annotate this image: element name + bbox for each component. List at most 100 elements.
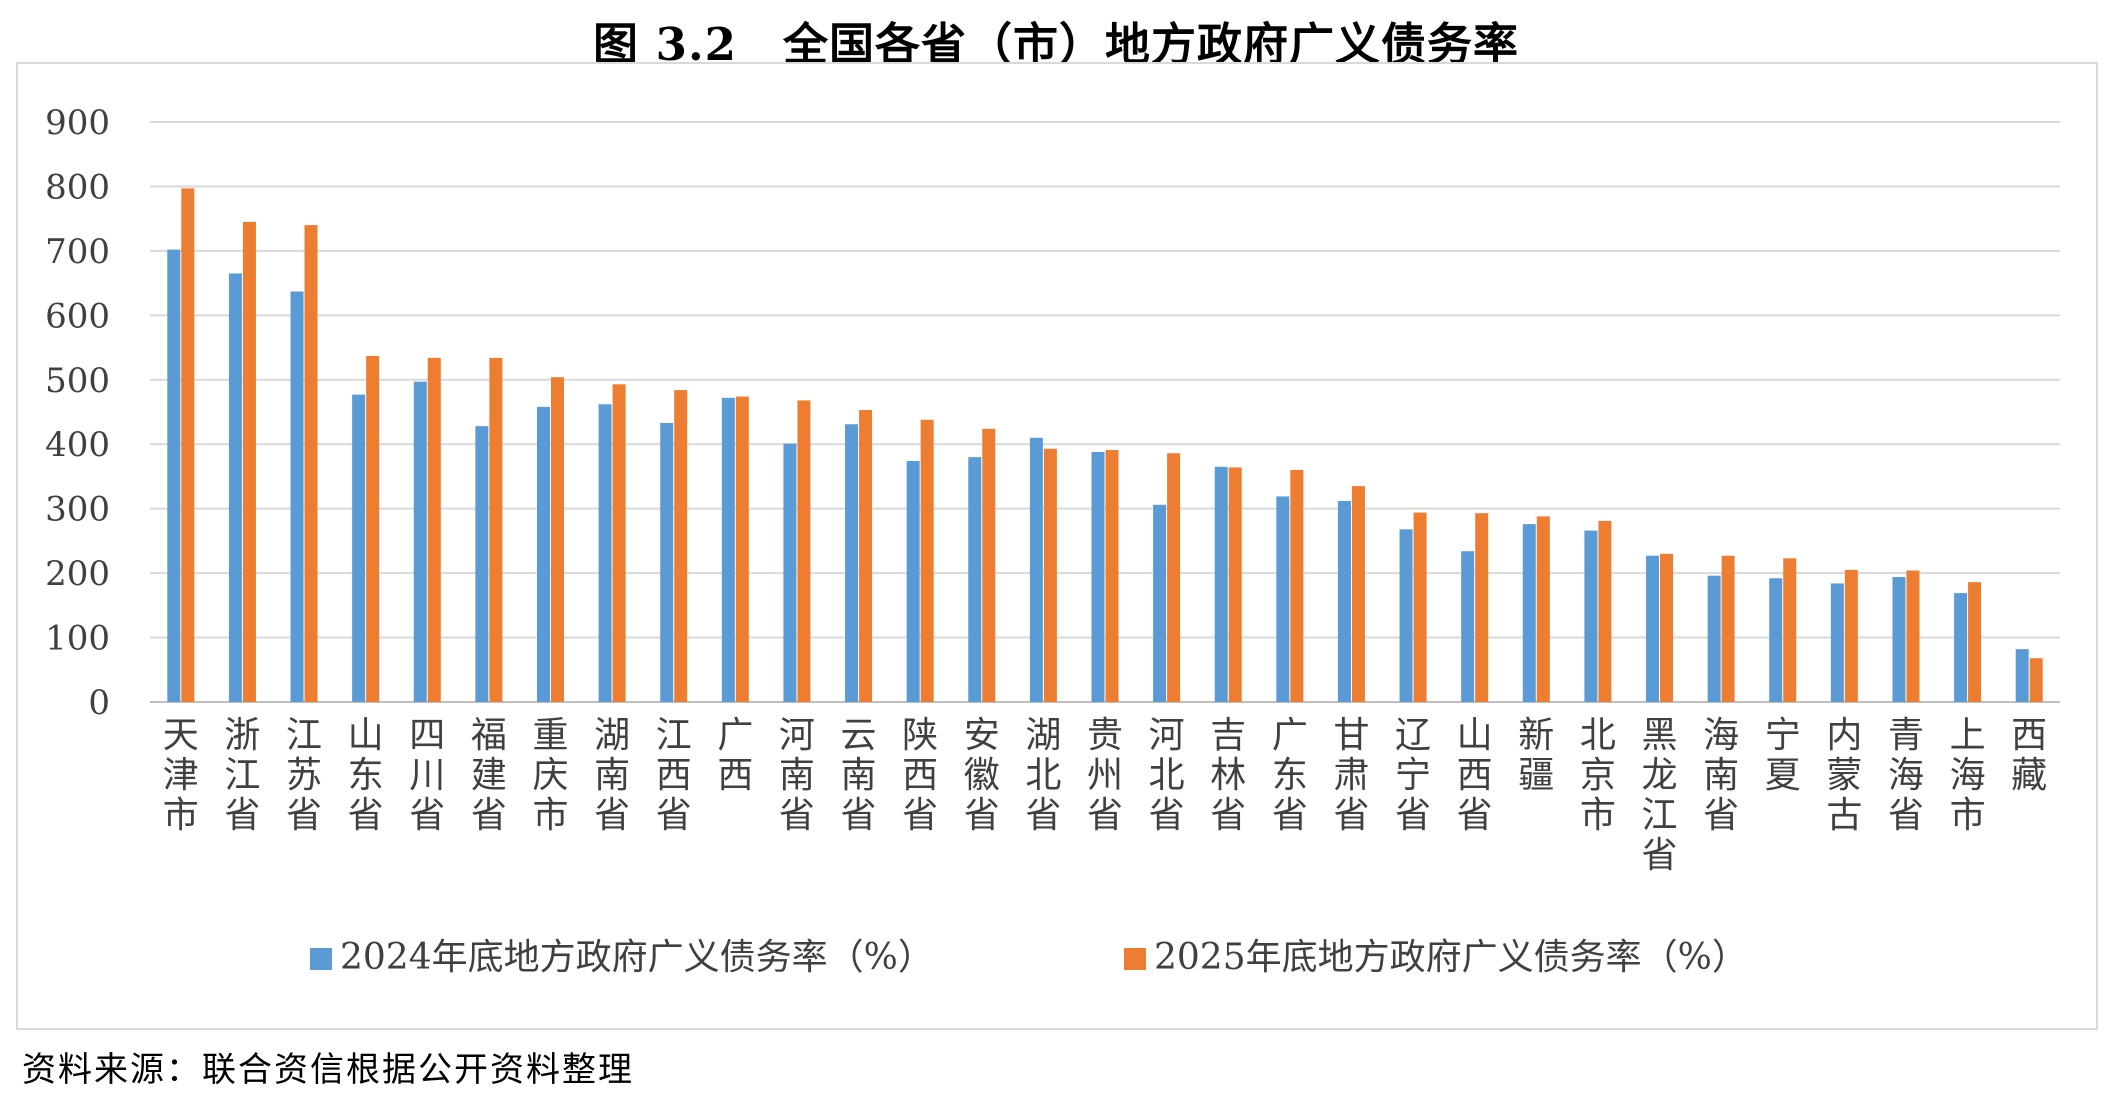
x-tick-text: 宁夏 <box>1765 715 1801 796</box>
x-tick-label: 海南省 <box>1703 715 1739 836</box>
bar-2025-14 <box>982 428 996 702</box>
bar-2024-31 <box>2015 649 2029 702</box>
source-note: 资料来源：联合资信根据公开资料整理 <box>22 1050 634 1090</box>
x-tick-label: 广东省 <box>1272 715 1308 836</box>
x-tick-label: 四川省 <box>409 715 445 836</box>
bar-2025-29 <box>1906 570 1920 702</box>
x-tick-text: 四川省 <box>409 715 445 836</box>
bar-2025-30 <box>1968 582 1982 702</box>
x-tick-label: 甘肃省 <box>1333 715 1369 836</box>
x-tick-label: 天津市 <box>163 715 199 836</box>
y-tick-label: 900 <box>45 103 110 143</box>
x-tick-label: 河北省 <box>1149 715 1185 836</box>
x-tick-label: 安徽省 <box>964 715 1000 836</box>
bar-2025-25 <box>1660 553 1674 702</box>
x-tick-label: 内蒙古 <box>1826 715 1862 836</box>
bar-2024-1 <box>167 249 181 702</box>
x-tick-text: 山东省 <box>348 715 384 836</box>
x-tick-label: 西藏 <box>2011 715 2047 796</box>
bar-2025-28 <box>1844 569 1858 702</box>
bar-2024-18 <box>1214 466 1228 702</box>
bar-2025-8 <box>612 384 626 702</box>
x-tick-label: 陕西省 <box>902 715 938 836</box>
bar-2025-5 <box>427 357 441 702</box>
x-tick-text: 天津市 <box>163 715 199 836</box>
bar-2024-6 <box>475 426 489 702</box>
x-tick-label: 广西 <box>717 715 753 796</box>
x-tick-label: 浙江省 <box>224 715 260 836</box>
y-tick-label: 200 <box>45 554 110 594</box>
bar-2024-27 <box>1769 578 1783 702</box>
x-tick-label: 新疆 <box>1518 715 1554 796</box>
y-tick-label: 500 <box>45 361 110 401</box>
x-tick-text: 安徽省 <box>964 715 1000 836</box>
x-tick-label: 吉林省 <box>1210 715 1246 836</box>
x-tick-text: 山西省 <box>1457 715 1493 836</box>
x-tick-text: 黑龙江省 <box>1642 715 1678 876</box>
x-tick-label: 黑龙江省 <box>1642 715 1678 876</box>
x-tick-text: 江苏省 <box>286 715 322 836</box>
x-tick-text: 吉林省 <box>1210 715 1246 836</box>
bar-2025-27 <box>1783 558 1797 702</box>
x-tick-label: 上海市 <box>1950 715 1986 836</box>
x-tick-label: 湖北省 <box>1025 715 1061 836</box>
bar-2024-23 <box>1522 524 1536 702</box>
x-tick-text: 新疆 <box>1518 715 1554 796</box>
legend-label-2024: 2024年底地方政府广义债务率（%） <box>340 937 934 978</box>
x-tick-label: 重庆市 <box>532 715 568 836</box>
chart-frame: 0 100 200 300 400 500 600 700 800 900 天津市 浙江省 江苏省 山东省… <box>16 62 2098 1030</box>
bar-2024-7 <box>536 406 550 702</box>
bar-2025-18 <box>1228 467 1242 702</box>
x-tick-text: 海南省 <box>1703 715 1739 836</box>
bar-2025-4 <box>366 355 380 702</box>
bar-2024-29 <box>1892 576 1906 702</box>
x-tick-text: 上海市 <box>1950 715 1986 836</box>
x-tick-text: 湖南省 <box>594 715 630 836</box>
x-tick-label: 山东省 <box>348 715 384 836</box>
bar-2024-21 <box>1399 529 1413 702</box>
bar-2025-22 <box>1475 513 1489 702</box>
bar-2024-24 <box>1584 530 1598 702</box>
x-tick-label: 山西省 <box>1457 715 1493 836</box>
x-tick-label: 贵州省 <box>1087 715 1123 836</box>
bar-2025-1 <box>181 188 195 702</box>
bar-2025-7 <box>550 377 564 702</box>
x-tick-label: 宁夏 <box>1765 715 1801 796</box>
bar-2024-28 <box>1830 583 1844 702</box>
bar-2025-6 <box>489 357 503 702</box>
bar-2024-26 <box>1707 575 1721 702</box>
bar-2025-2 <box>242 221 256 702</box>
x-tick-text: 广东省 <box>1272 715 1308 836</box>
bar-chart: 0 100 200 300 400 500 600 700 800 900 天津市浙江省江苏省山东省… <box>45 103 2060 978</box>
bar-2024-5 <box>413 381 427 702</box>
legend-swatch-2025 <box>1124 948 1146 970</box>
bar-2025-17 <box>1167 453 1181 702</box>
x-tick-text: 河南省 <box>779 715 815 836</box>
x-tick-text: 河北省 <box>1149 715 1185 836</box>
x-tick-text: 广西 <box>717 715 753 796</box>
x-tick-label: 江苏省 <box>286 715 322 836</box>
bar-2024-2 <box>228 273 242 702</box>
bar-2024-8 <box>598 404 612 702</box>
x-tick-text: 江西省 <box>656 715 692 836</box>
x-tick-label: 福建省 <box>471 715 507 836</box>
y-tick-label: 0 <box>88 683 110 723</box>
bar-2025-13 <box>920 419 934 702</box>
x-tick-text: 湖北省 <box>1025 715 1061 836</box>
x-tick-text: 内蒙古 <box>1826 715 1862 836</box>
bar-2024-12 <box>845 424 859 702</box>
x-tick-text: 辽宁省 <box>1395 715 1431 836</box>
bar-2025-19 <box>1290 470 1304 702</box>
bar-2025-11 <box>797 400 811 702</box>
x-tick-text: 青海省 <box>1888 715 1924 836</box>
bar-2025-10 <box>735 396 749 702</box>
y-tick-label: 100 <box>45 619 110 659</box>
bar-2025-20 <box>1351 486 1365 702</box>
bar-2025-15 <box>1043 448 1057 702</box>
y-tick-label: 300 <box>45 490 110 530</box>
bar-2025-31 <box>2029 658 2043 702</box>
bar-2024-20 <box>1337 500 1351 702</box>
bar-2024-16 <box>1091 451 1105 702</box>
bar-2025-9 <box>674 390 688 702</box>
bar-2024-17 <box>1153 504 1167 702</box>
